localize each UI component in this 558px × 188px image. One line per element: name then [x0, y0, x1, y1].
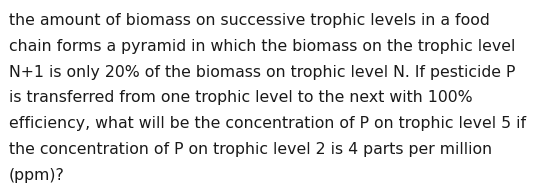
Text: is transferred from one trophic level to the next with 100%: is transferred from one trophic level to… [9, 90, 473, 105]
Text: N+1 is only 20% of the biomass on trophic level N. If pesticide P: N+1 is only 20% of the biomass on trophi… [9, 65, 515, 80]
Text: (ppm)?: (ppm)? [9, 168, 65, 183]
Text: efficiency, what will be the concentration of P on trophic level 5 if: efficiency, what will be the concentrati… [9, 116, 526, 131]
Text: chain forms a pyramid in which the biomass on the trophic level: chain forms a pyramid in which the bioma… [9, 39, 515, 54]
Text: the amount of biomass on successive trophic levels in a food: the amount of biomass on successive trop… [9, 13, 490, 28]
Text: the concentration of P on trophic level 2 is 4 parts per million: the concentration of P on trophic level … [9, 142, 492, 157]
